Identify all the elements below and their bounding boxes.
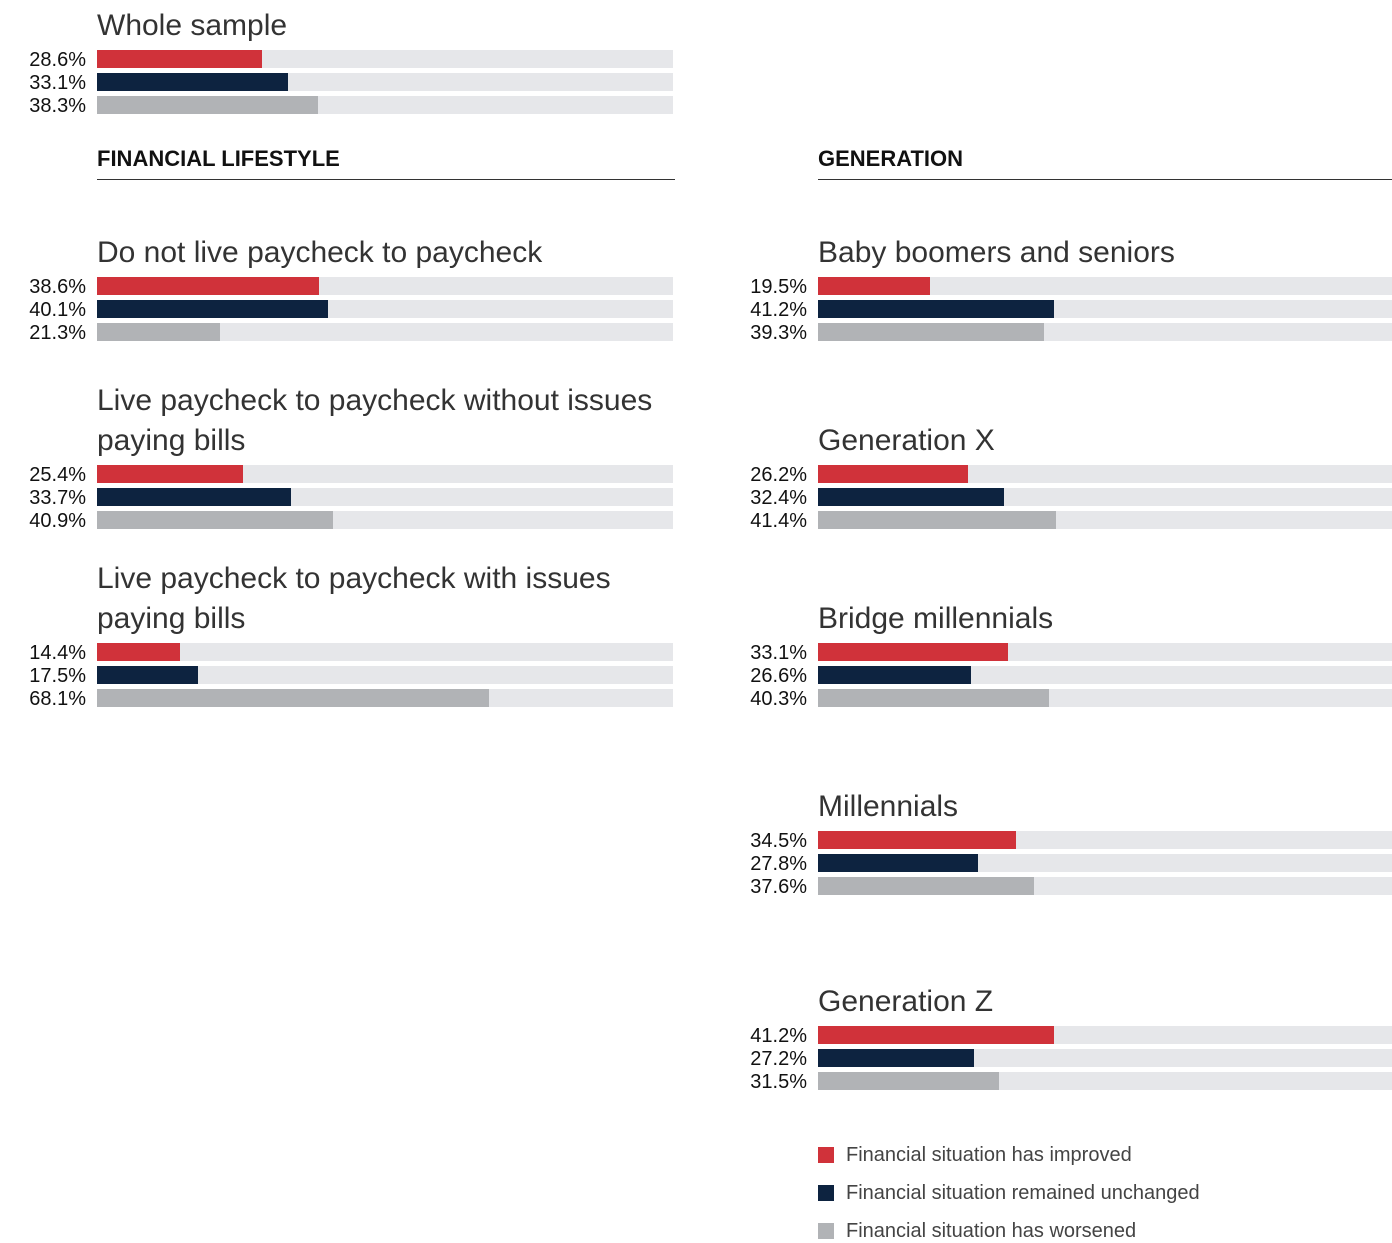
value-label: 14.4% bbox=[29, 642, 86, 664]
value-label: 28.6% bbox=[29, 49, 86, 71]
bar bbox=[818, 831, 1017, 849]
bar bbox=[97, 689, 490, 707]
legend-label: Financial situation has improved bbox=[846, 1144, 1132, 1166]
bar bbox=[97, 300, 328, 318]
value-label: 27.2% bbox=[750, 1048, 807, 1070]
value-label: 26.6% bbox=[750, 665, 807, 687]
value-label: 19.5% bbox=[750, 276, 807, 298]
bar-track bbox=[97, 323, 673, 341]
bar bbox=[818, 854, 978, 872]
bar bbox=[818, 689, 1050, 707]
value-label: 40.1% bbox=[29, 299, 86, 321]
bar bbox=[97, 643, 180, 661]
legend-label: Financial situation has worsened bbox=[846, 1220, 1137, 1242]
legend-label: Financial situation remained unchanged bbox=[846, 1182, 1200, 1204]
bar bbox=[818, 277, 930, 295]
value-label: 32.4% bbox=[750, 487, 807, 509]
bar bbox=[818, 643, 1008, 661]
section-heading: GENERATION bbox=[818, 146, 964, 171]
bar-track bbox=[97, 666, 673, 684]
bar bbox=[818, 300, 1055, 318]
bar bbox=[818, 465, 969, 483]
value-label: 68.1% bbox=[29, 688, 86, 710]
bar bbox=[818, 877, 1034, 895]
value-label: 31.5% bbox=[750, 1071, 807, 1093]
group-title: Generation X bbox=[818, 424, 995, 457]
bar-track bbox=[97, 643, 673, 661]
bar bbox=[97, 666, 198, 684]
group-title: Whole sample bbox=[97, 9, 288, 42]
bar bbox=[97, 277, 320, 295]
value-label: 38.3% bbox=[29, 95, 86, 117]
bar bbox=[97, 323, 220, 341]
group-title: Do not live paycheck to paycheck bbox=[97, 236, 543, 269]
bar bbox=[818, 488, 1004, 506]
bar bbox=[97, 73, 288, 91]
value-label: 26.2% bbox=[750, 464, 807, 486]
bar bbox=[818, 511, 1056, 529]
bar bbox=[97, 96, 318, 114]
section-rule bbox=[97, 179, 675, 180]
bar bbox=[97, 511, 333, 529]
section-heading: FINANCIAL LIFESTYLE bbox=[97, 146, 340, 171]
value-label: 41.2% bbox=[750, 299, 807, 321]
bar bbox=[818, 1072, 999, 1090]
bar bbox=[97, 50, 262, 68]
value-label: 38.6% bbox=[29, 276, 86, 298]
value-label: 40.3% bbox=[750, 688, 807, 710]
group-title: Live paycheck to paycheck without issues… bbox=[97, 384, 653, 457]
value-label: 39.3% bbox=[750, 322, 807, 344]
bar-track bbox=[818, 277, 1392, 295]
legend-swatch bbox=[818, 1185, 834, 1201]
bar bbox=[818, 1049, 975, 1067]
value-label: 33.1% bbox=[29, 72, 86, 94]
legend-swatch bbox=[818, 1147, 834, 1163]
value-label: 41.4% bbox=[750, 510, 807, 532]
value-label: 37.6% bbox=[750, 876, 807, 898]
legend-swatch bbox=[818, 1223, 834, 1239]
value-label: 34.5% bbox=[750, 830, 807, 852]
value-label: 41.2% bbox=[750, 1025, 807, 1047]
group-title: Millennials bbox=[818, 790, 959, 823]
value-label: 27.8% bbox=[750, 853, 807, 875]
value-label: 25.4% bbox=[29, 464, 86, 486]
bar bbox=[818, 1026, 1055, 1044]
group-title: Baby boomers and seniors bbox=[818, 236, 1175, 269]
bar bbox=[818, 323, 1044, 341]
bar bbox=[97, 488, 292, 506]
value-label: 33.7% bbox=[29, 487, 86, 509]
group-title: Generation Z bbox=[818, 985, 994, 1018]
bar bbox=[97, 465, 244, 483]
value-label: 21.3% bbox=[29, 322, 86, 344]
group-title: Bridge millennials bbox=[818, 602, 1054, 635]
value-label: 33.1% bbox=[750, 642, 807, 664]
value-label: 17.5% bbox=[29, 665, 86, 687]
section-rule bbox=[818, 179, 1392, 180]
group-title: Live paycheck to paycheck with issues pa… bbox=[97, 562, 611, 635]
bar bbox=[818, 666, 971, 684]
value-label: 40.9% bbox=[29, 510, 86, 532]
